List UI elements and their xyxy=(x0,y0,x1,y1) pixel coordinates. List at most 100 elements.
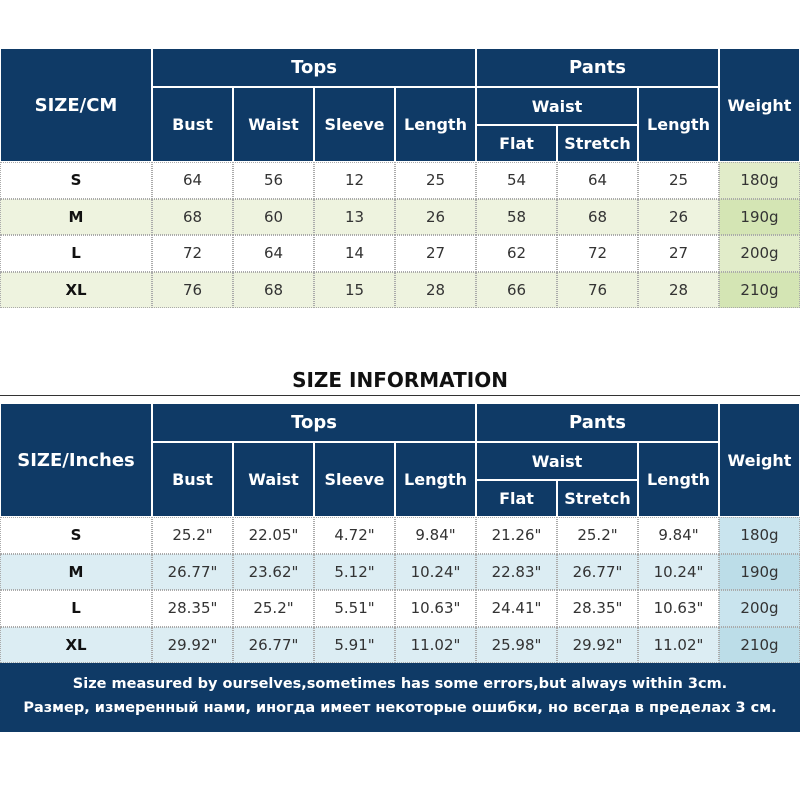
group-header: Waist xyxy=(476,442,638,480)
size-label: XL xyxy=(0,626,152,663)
column-header: Flat xyxy=(476,480,557,517)
table-cell: 5.91" xyxy=(314,626,395,663)
size-label: S xyxy=(0,517,152,554)
table-cell: 25 xyxy=(638,162,719,199)
divider xyxy=(0,395,800,396)
table-cell: 64 xyxy=(233,235,314,272)
table-cell: 12 xyxy=(314,162,395,199)
table-cell: 10.24" xyxy=(395,553,476,590)
corner-header: SIZE/CM xyxy=(0,48,152,162)
footer-line: Size measured by ourselves,sometimes has… xyxy=(72,676,728,692)
group-header: Pants xyxy=(476,48,719,87)
size-label: L xyxy=(0,590,152,627)
corner-header: SIZE/Inches xyxy=(0,403,152,517)
column-header: Bust xyxy=(152,87,233,162)
table-cell: 22.83" xyxy=(476,553,557,590)
group-header: Tops xyxy=(152,48,476,87)
table-cell: 190g xyxy=(719,553,800,590)
column-header: Weight xyxy=(719,403,800,517)
table-cell: 66 xyxy=(476,271,557,308)
table-cell: 23.62" xyxy=(233,553,314,590)
table-cell: 54 xyxy=(476,162,557,199)
column-header: Waist xyxy=(233,87,314,162)
table-cell: 28 xyxy=(395,271,476,308)
column-header: Sleeve xyxy=(314,87,395,162)
column-header: Length xyxy=(638,442,719,517)
table-cell: 15 xyxy=(314,271,395,308)
table-cell: 25 xyxy=(395,162,476,199)
table-cell: 13 xyxy=(314,198,395,235)
table-cell: 28.35" xyxy=(152,590,233,627)
table-cell: 76 xyxy=(557,271,638,308)
table-cell: 26.77" xyxy=(557,553,638,590)
table-cell: 68 xyxy=(233,271,314,308)
table-cell: 11.02" xyxy=(395,626,476,663)
table-cell: 210g xyxy=(719,626,800,663)
size-label: XL xyxy=(0,271,152,308)
size-label: M xyxy=(0,553,152,590)
table-cell: 62 xyxy=(476,235,557,272)
table-cell: 72 xyxy=(152,235,233,272)
size-label: M xyxy=(0,198,152,235)
table-cell: 25.2" xyxy=(152,517,233,554)
column-header: Stretch xyxy=(557,480,638,517)
table-cell: 56 xyxy=(233,162,314,199)
table-cell: 5.12" xyxy=(314,553,395,590)
table-cell: 9.84" xyxy=(395,517,476,554)
table-cell: 25.98" xyxy=(476,626,557,663)
table-cell: 58 xyxy=(476,198,557,235)
column-header: Flat xyxy=(476,125,557,162)
table-cell: 200g xyxy=(719,235,800,272)
table-cell: 10.63" xyxy=(395,590,476,627)
footer: Size measured by ourselves,sometimes has… xyxy=(0,660,800,732)
table-cell: 180g xyxy=(719,517,800,554)
column-header: Length xyxy=(395,87,476,162)
size-label: S xyxy=(0,162,152,199)
table-cell: 28 xyxy=(638,271,719,308)
table-cell: 68 xyxy=(557,198,638,235)
table-cell: 25.2" xyxy=(233,590,314,627)
table-cell: 180g xyxy=(719,162,800,199)
column-header: Weight xyxy=(719,48,800,162)
table-cell: 11.02" xyxy=(638,626,719,663)
table-cell: 27 xyxy=(638,235,719,272)
table-cell: 72 xyxy=(557,235,638,272)
column-header: Length xyxy=(638,87,719,162)
table-cell: 210g xyxy=(719,271,800,308)
table-cell: 14 xyxy=(314,235,395,272)
column-header: Stretch xyxy=(557,125,638,162)
table-cell: 190g xyxy=(719,198,800,235)
table-cell: 60 xyxy=(233,198,314,235)
table-cell: 5.51" xyxy=(314,590,395,627)
table-cell: 76 xyxy=(152,271,233,308)
section-title: SIZE INFORMATION xyxy=(292,368,508,392)
table-cell: 25.2" xyxy=(557,517,638,554)
table-cell: 10.24" xyxy=(638,553,719,590)
table-cell: 22.05" xyxy=(233,517,314,554)
column-header: Length xyxy=(395,442,476,517)
table-cell: 200g xyxy=(719,590,800,627)
footer-line: Размер, измеренный нами, иногда имеет не… xyxy=(23,700,777,716)
table-cell: 10.63" xyxy=(638,590,719,627)
table-cell: 26.77" xyxy=(233,626,314,663)
size-label: L xyxy=(0,235,152,272)
group-header: Tops xyxy=(152,403,476,442)
column-header: Sleeve xyxy=(314,442,395,517)
table-cell: 26 xyxy=(395,198,476,235)
table-cell: 64 xyxy=(152,162,233,199)
table-cell: 9.84" xyxy=(638,517,719,554)
table-cell: 26.77" xyxy=(152,553,233,590)
table-cell: 29.92" xyxy=(152,626,233,663)
table-cell: 27 xyxy=(395,235,476,272)
column-header: Waist xyxy=(233,442,314,517)
group-header: Pants xyxy=(476,403,719,442)
group-header: Waist xyxy=(476,87,638,125)
table-cell: 29.92" xyxy=(557,626,638,663)
column-header: Bust xyxy=(152,442,233,517)
table-cell: 24.41" xyxy=(476,590,557,627)
table-cell: 26 xyxy=(638,198,719,235)
table-cell: 4.72" xyxy=(314,517,395,554)
table-cell: 21.26" xyxy=(476,517,557,554)
table-cell: 64 xyxy=(557,162,638,199)
